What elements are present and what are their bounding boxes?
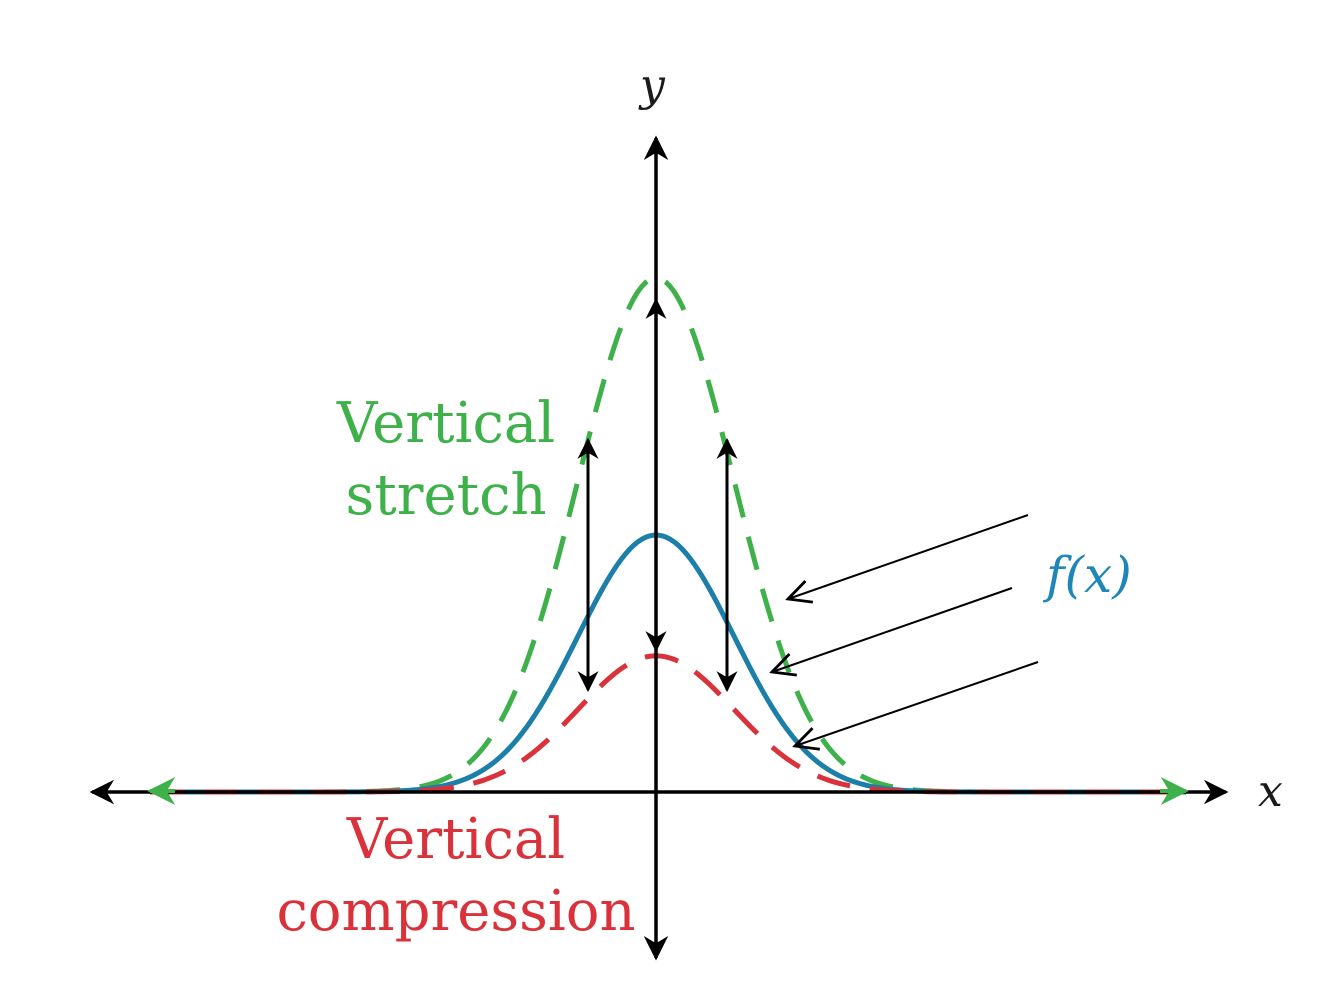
compression-label-line2: compression xyxy=(276,879,635,944)
pointer-to-compression xyxy=(795,661,1039,746)
vertical-compression-curve xyxy=(150,653,1186,795)
pointer-to-stretch xyxy=(788,514,1029,599)
stretch-label-line2: stretch xyxy=(345,463,546,528)
pointer-to-original xyxy=(772,587,1013,672)
compression-label-line1: Vertical xyxy=(346,807,565,872)
x-axis-label: x xyxy=(1258,766,1283,817)
y-axis-label: y xyxy=(638,60,666,111)
vertical-stretch-curve xyxy=(150,275,1186,795)
stretch-label-line1: Vertical xyxy=(336,391,555,456)
fx-label: f(x) xyxy=(1042,546,1132,604)
